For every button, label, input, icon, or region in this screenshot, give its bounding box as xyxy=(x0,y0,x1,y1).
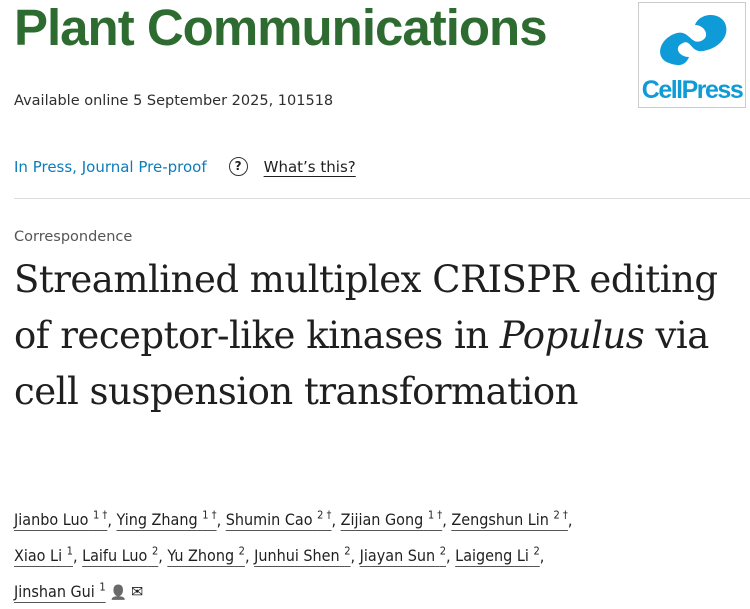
author-name: Laifu Luo xyxy=(82,546,148,566)
author-affiliation: 1 † xyxy=(427,509,443,522)
author-link[interactable]: Laigeng Li 2 xyxy=(455,544,540,566)
author-affiliation: 2 xyxy=(238,544,245,558)
author-affiliation: 2 xyxy=(533,544,540,558)
status-row: In Press, Journal Pre-proof ? What’s thi… xyxy=(14,157,356,176)
author-affiliation: 2 xyxy=(344,544,351,558)
author-link[interactable]: Yu Zhong 2 xyxy=(167,544,245,566)
author-name: Laigeng Li xyxy=(455,546,529,566)
author-link[interactable]: Zengshun Lin 2 † xyxy=(451,509,568,530)
whats-this-link[interactable]: What’s this? xyxy=(263,157,356,176)
title-italic: Populus xyxy=(499,314,645,357)
author-link[interactable]: Zijian Gong 1 † xyxy=(340,509,443,530)
divider xyxy=(14,198,750,199)
author-affiliation: 1 † xyxy=(92,509,108,522)
author-affiliation: 2 † xyxy=(553,509,568,522)
author-affiliation: 1 xyxy=(66,544,73,558)
author-link[interactable]: Ying Zhang 1 † xyxy=(116,509,217,530)
author-affiliation: 2 † xyxy=(317,509,332,522)
availability: Available online 5 September 2025, 10151… xyxy=(14,93,334,109)
author-name: Junhui Shen xyxy=(254,546,340,566)
author-link[interactable]: Jianbo Luo 1 † xyxy=(14,509,108,530)
author-link[interactable]: Laifu Luo 2 xyxy=(82,544,159,566)
author-name: Jiayan Sun xyxy=(359,546,436,566)
person-icon[interactable]: 👤 xyxy=(109,584,128,601)
author-affiliation: 2 xyxy=(439,544,447,558)
author-name: Zijian Gong xyxy=(340,510,424,530)
title-part1: Streamlined multiplex CRISPR editing of … xyxy=(14,258,718,357)
title-part2: via cell suspension transformation xyxy=(14,314,709,413)
author-link[interactable]: Xiao Li 1 xyxy=(14,544,73,566)
article-title: Streamlined multiplex CRISPR editing of … xyxy=(14,252,744,420)
author-affiliation: 2 xyxy=(151,544,159,558)
author-list: Jianbo Luo 1 †, Ying Zhang 1 †, Shumin C… xyxy=(14,500,744,609)
cellpress-wordmark: CellPress xyxy=(641,76,744,104)
author-affiliation: 1 † xyxy=(202,509,217,522)
author-name: Zengshun Lin xyxy=(451,510,549,530)
article-type: Correspondence xyxy=(14,229,133,245)
status-link[interactable]: In Press, Journal Pre-proof xyxy=(14,157,207,176)
author-link[interactable]: Junhui Shen 2 xyxy=(254,544,351,566)
author-name: Xiao Li xyxy=(14,546,63,566)
cellpress-logo[interactable]: CellPress xyxy=(638,2,746,108)
author-name: Ying Zhang xyxy=(116,510,198,530)
cellpress-icon xyxy=(660,14,727,66)
author-link[interactable]: Jiayan Sun 2 xyxy=(359,544,447,566)
author-affiliation: 1 xyxy=(99,580,106,594)
author-name: Shumin Cao xyxy=(225,510,313,530)
author-name: Jinshan Gui xyxy=(14,581,95,601)
question-circle-icon[interactable]: ? xyxy=(228,157,248,176)
author-name: Yu Zhong xyxy=(167,546,235,566)
author-name: Jianbo Luo xyxy=(14,510,89,530)
journal-title[interactable]: Plant Communications xyxy=(14,0,548,56)
author-link[interactable]: Jinshan Gui 1 👤 ✉ xyxy=(14,580,143,601)
email-icon[interactable]: ✉ xyxy=(131,581,144,601)
author-link[interactable]: Shumin Cao 2 † xyxy=(225,509,332,530)
